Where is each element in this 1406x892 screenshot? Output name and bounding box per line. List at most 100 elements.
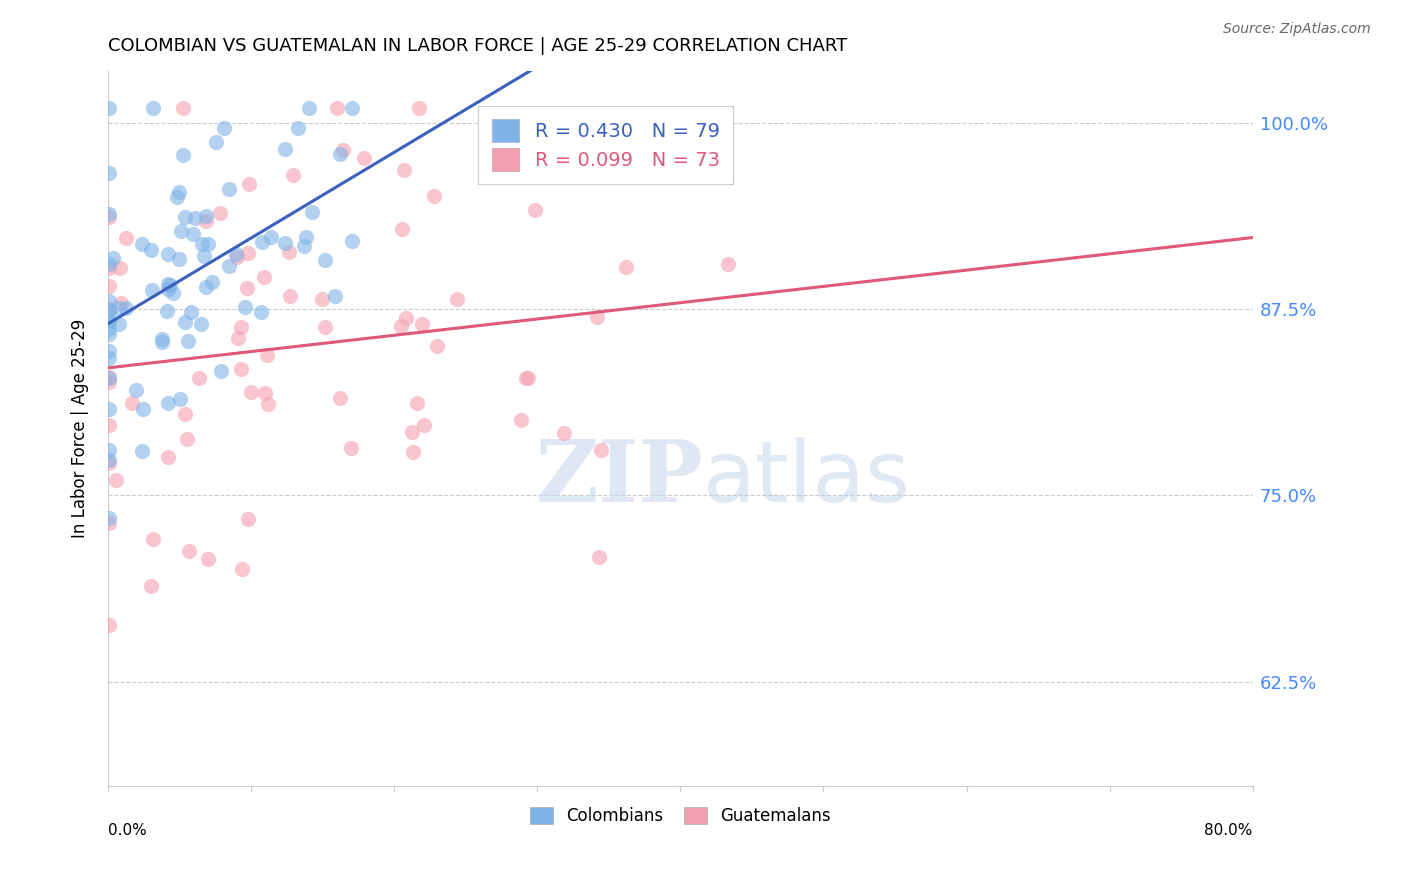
Point <box>287 120 309 135</box>
Point <box>323 289 346 303</box>
Point <box>98 260 121 275</box>
Point <box>142 101 165 115</box>
Point <box>125 383 148 397</box>
Point <box>208 206 231 220</box>
Text: atlas: atlas <box>703 437 911 520</box>
Point <box>172 101 194 115</box>
Text: 0.0%: 0.0% <box>108 823 146 838</box>
Point <box>225 247 247 261</box>
Point <box>342 234 364 248</box>
Point <box>253 386 276 401</box>
Point <box>314 319 336 334</box>
Point <box>225 250 247 264</box>
Point <box>238 178 260 192</box>
Point <box>98 304 121 318</box>
Point <box>98 257 121 271</box>
Point <box>110 295 132 310</box>
Point <box>392 162 415 177</box>
Text: ZIP: ZIP <box>536 436 703 521</box>
Point <box>98 322 121 336</box>
Point <box>250 305 273 319</box>
Point <box>389 318 412 333</box>
Point <box>231 361 253 376</box>
Point <box>191 237 214 252</box>
Point <box>212 121 235 136</box>
Point <box>98 207 121 221</box>
Point <box>98 210 121 224</box>
Point <box>162 285 184 300</box>
Point <box>139 579 162 593</box>
Point <box>195 213 218 227</box>
Point <box>509 413 531 427</box>
Point <box>523 203 546 218</box>
Point <box>98 453 121 467</box>
Point <box>426 339 449 353</box>
Point <box>188 371 211 385</box>
Point <box>209 363 232 377</box>
Point <box>716 257 738 271</box>
Point <box>98 293 121 308</box>
Point <box>98 302 121 317</box>
Point <box>159 278 181 293</box>
Point <box>591 442 613 457</box>
Point <box>157 450 180 465</box>
Point <box>233 300 256 314</box>
Point <box>274 142 297 156</box>
Point <box>340 441 363 455</box>
Point <box>173 315 195 329</box>
Point <box>292 239 315 253</box>
Text: Source: ZipAtlas.com: Source: ZipAtlas.com <box>1223 22 1371 37</box>
Point <box>239 385 262 400</box>
Point <box>226 331 249 345</box>
Point <box>108 317 131 331</box>
Text: COLOMBIAN VS GUATEMALAN IN LABOR FORCE | AGE 25-29 CORRELATION CHART: COLOMBIAN VS GUATEMALAN IN LABOR FORCE |… <box>108 37 848 55</box>
Y-axis label: In Labor Force | Age 25-29: In Labor Force | Age 25-29 <box>72 318 89 538</box>
Point <box>446 292 468 306</box>
Point <box>236 281 259 295</box>
Point <box>176 432 198 446</box>
Point <box>150 334 173 349</box>
Legend: Colombians, Guatemalans: Colombians, Guatemalans <box>523 800 838 831</box>
Point <box>588 549 610 564</box>
Point <box>180 304 202 318</box>
Point <box>167 252 190 266</box>
Point <box>98 510 121 524</box>
Point <box>121 396 143 410</box>
Point <box>218 259 240 273</box>
Point <box>205 135 228 149</box>
Point <box>297 101 319 115</box>
Point <box>156 247 179 261</box>
Point <box>257 396 280 410</box>
Point <box>326 101 349 115</box>
Point <box>177 334 200 348</box>
Point <box>402 445 425 459</box>
Point <box>515 371 537 385</box>
Point <box>311 293 333 307</box>
Point <box>98 101 121 115</box>
Point <box>170 225 193 239</box>
Point <box>236 512 259 526</box>
Point <box>132 401 155 416</box>
Point <box>314 253 336 268</box>
Point <box>190 317 212 331</box>
Point <box>553 426 575 441</box>
Point <box>329 391 352 405</box>
Point <box>295 230 318 244</box>
Point <box>115 231 138 245</box>
Point <box>98 618 121 632</box>
Point <box>98 417 121 432</box>
Point <box>131 443 153 458</box>
Point <box>329 147 352 161</box>
Point <box>172 148 194 162</box>
Point <box>229 320 252 334</box>
Point <box>142 532 165 546</box>
Point <box>98 326 121 341</box>
Point <box>167 185 190 199</box>
Point <box>98 402 121 417</box>
Point <box>108 301 131 315</box>
Point <box>201 275 224 289</box>
Point <box>131 236 153 251</box>
Point <box>156 282 179 296</box>
Point <box>193 249 215 263</box>
Point <box>103 251 125 265</box>
